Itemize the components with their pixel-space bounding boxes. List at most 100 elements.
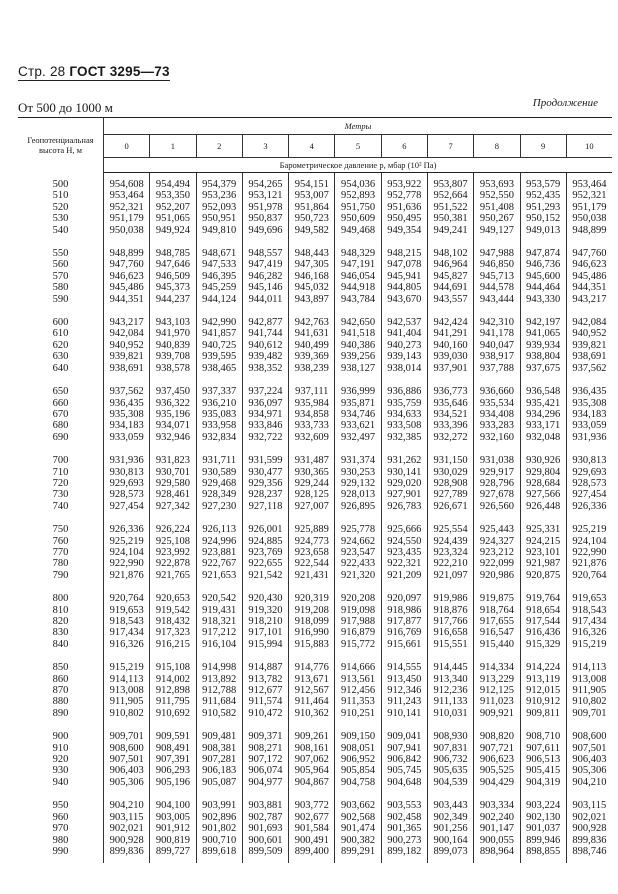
pressure-cell: 936,322 <box>149 397 197 409</box>
pressure-cell: 952,321 <box>572 190 607 202</box>
pressure-cell: 950,723 <box>288 213 336 225</box>
table-row: 580 945,486 945,373 945,259 945,146 945,032 94… <box>18 282 612 294</box>
pressure-cell: 945,146 <box>242 282 290 294</box>
pressure-cell: 915,219 <box>572 638 607 650</box>
pressure-cell: 916,658 <box>427 627 475 639</box>
pressure-cell: 937,788 <box>473 362 521 381</box>
pressure-cell: 907,611 <box>520 742 567 755</box>
pressure-cell: 898,855 <box>520 845 567 864</box>
pressure-cell: 930,029 <box>427 466 475 478</box>
pressure-cell: 900,491 <box>288 834 336 846</box>
pressure-cell: 902,021 <box>572 811 607 823</box>
pressure-cell: 929,244 <box>288 477 336 490</box>
pressure-cell: 934,633 <box>381 408 428 421</box>
pressure-cell: 941,404 <box>381 328 428 340</box>
height-cell: 760 <box>18 535 104 547</box>
pressure-cell: 904,977 <box>242 776 290 795</box>
table-row: 790 921,876 921,765 921,653 921,542 921,431 92… <box>18 569 612 588</box>
pressure-cell: 931,487 <box>288 449 336 467</box>
pressure-cell: 915,994 <box>242 638 290 657</box>
pressure-cell: 938,465 <box>196 362 243 381</box>
pressure-cell: 923,435 <box>381 546 428 559</box>
pressure-cell: 948,785 <box>149 242 197 260</box>
pressure-cell: 931,823 <box>149 449 197 467</box>
pressure-cell: 915,661 <box>381 638 428 657</box>
pressure-cell: 928,573 <box>572 477 607 489</box>
pressure-cell: 903,553 <box>381 794 428 812</box>
pressure-cell: 902,240 <box>473 811 521 824</box>
pressure-cell: 912,677 <box>242 685 290 697</box>
pressure-cell: 911,905 <box>572 685 607 697</box>
pressure-cell: 917,434 <box>572 616 607 627</box>
pressure-cell: 945,600 <box>520 270 567 283</box>
pressure-cell: 922,321 <box>381 558 428 570</box>
pressure-cell: 898,746 <box>572 845 607 857</box>
pressure-cell: 919,875 <box>473 587 521 605</box>
pressure-cell: 918,986 <box>381 604 428 616</box>
height-cell: 620 <box>18 339 104 352</box>
pressure-cell: 944,351 <box>103 293 151 312</box>
pressure-cell: 906,293 <box>149 765 197 777</box>
pressure-cell: 933,283 <box>473 420 521 432</box>
pressure-cell: 940,952 <box>572 328 607 340</box>
pressure-cell: 923,881 <box>196 546 243 559</box>
pressure-cell: 927,566 <box>520 489 567 501</box>
pressure-cell: 953,579 <box>520 172 567 191</box>
pressure-cell: 954,494 <box>149 172 197 191</box>
height-cell: 750 <box>18 518 104 536</box>
pressure-cell: 937,111 <box>288 380 336 398</box>
pressure-cell: 952,893 <box>334 190 382 202</box>
pressure-cell: 934,071 <box>149 420 197 432</box>
table-row: 650 937,562 937,450 937,337 937,224 937,111 93… <box>18 380 612 398</box>
pressure-cell: 933,958 <box>196 420 243 432</box>
height-cell: 670 <box>18 408 104 421</box>
pressure-cell: 929,356 <box>242 477 290 490</box>
pressure-cell: 913,119 <box>520 673 567 686</box>
pressure-cell: 899,727 <box>149 845 197 864</box>
pressure-cell: 903,772 <box>288 794 336 812</box>
height-cell: 560 <box>18 259 104 271</box>
pressure-cell: 944,011 <box>242 293 290 312</box>
pressure-cell: 905,635 <box>427 765 475 777</box>
pressure-cell: 917,877 <box>381 616 428 628</box>
pressure-cell: 922,210 <box>427 558 475 570</box>
pressure-cell: 927,230 <box>196 500 243 519</box>
pressure-cell: 913,892 <box>196 673 243 686</box>
pressure-cell: 954,151 <box>288 172 336 191</box>
pressure-cell: 915,883 <box>288 638 336 657</box>
height-cell: 790 <box>18 569 104 588</box>
pressure-cell: 907,062 <box>288 754 336 766</box>
pressure-cell: 914,002 <box>149 673 197 686</box>
pressure-cell: 940,725 <box>196 339 243 352</box>
pressure-cell: 916,104 <box>196 638 243 657</box>
pressure-cell: 908,600 <box>103 742 151 755</box>
pressure-cell: 931,038 <box>473 449 521 467</box>
pressure-cell: 907,721 <box>473 742 521 755</box>
pressure-cell: 928,013 <box>334 489 382 501</box>
pressure-cell: 917,323 <box>149 627 197 639</box>
height-cell: 980 <box>18 834 104 846</box>
pressure-cell: 917,212 <box>196 627 243 639</box>
pressure-cell: 901,802 <box>196 823 243 835</box>
pressure-cell: 924,550 <box>381 535 428 547</box>
pressure-cell: 946,623 <box>572 259 607 271</box>
pressure-cell: 911,133 <box>427 696 475 708</box>
pressure-cell: 913,782 <box>242 673 290 686</box>
pressure-cell: 945,941 <box>381 270 428 283</box>
pressure-cell: 946,054 <box>334 270 382 283</box>
height-cell: 960 <box>18 811 104 824</box>
pressure-cell: 940,612 <box>242 339 290 352</box>
pressure-cell: 929,693 <box>103 477 151 490</box>
pressure-cell: 908,710 <box>520 725 567 743</box>
pressure-cell: 928,908 <box>427 477 475 490</box>
height-cell: 720 <box>18 477 104 490</box>
pressure-cell: 937,675 <box>520 362 567 381</box>
height-cell: 700 <box>18 449 104 467</box>
pressure-cell: 904,867 <box>288 776 336 795</box>
pressure-cell: 922,990 <box>103 558 151 570</box>
pressure-cell: 930,477 <box>242 466 290 478</box>
pressure-cell: 919,764 <box>520 587 567 605</box>
height-cell: 990 <box>18 845 104 864</box>
pressure-cell: 901,037 <box>520 823 567 835</box>
pressure-cell: 902,677 <box>288 811 336 824</box>
